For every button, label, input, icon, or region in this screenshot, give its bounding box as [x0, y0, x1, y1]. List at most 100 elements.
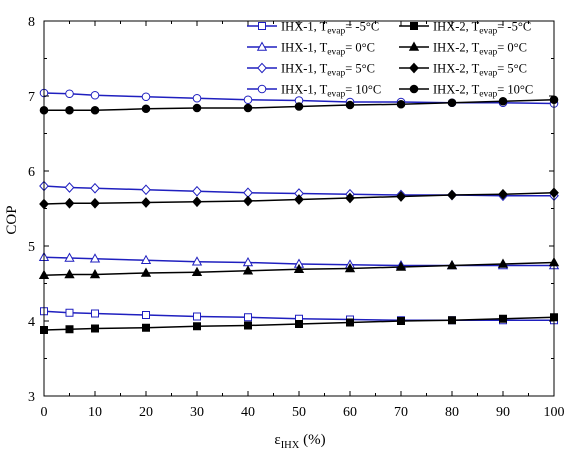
data-point	[90, 105, 100, 115]
x-tick-label: 80	[445, 405, 459, 420]
x-tick-label: 40	[241, 405, 255, 420]
legend-label-sub: evap	[479, 27, 497, 37]
legend-label: IHX-2, Tevap= 5°C	[433, 62, 527, 79]
data-point	[192, 103, 202, 113]
data-point	[142, 323, 150, 332]
data-point	[64, 268, 75, 279]
data-point	[294, 194, 304, 205]
data-point	[243, 103, 253, 113]
y-tick-label: 4	[28, 315, 35, 330]
legend-label-pre: IHX-2, T	[433, 41, 480, 55]
plot-area	[38, 88, 560, 334]
tick-labels: 0 10 20 30 40 50 60 70 80 90 100 3 4 5 6 7 8	[28, 15, 565, 420]
data-point	[499, 314, 507, 323]
legend-label-pre: IHX-1, T	[281, 20, 328, 34]
data-point	[90, 90, 100, 100]
x-axis-title-main: ε	[274, 432, 280, 448]
x-tick-label: 60	[343, 405, 357, 420]
y-tick-label: 8	[28, 15, 35, 30]
legend-label-sub: evap	[479, 90, 497, 100]
legend-label-sub: evap	[479, 48, 497, 58]
data-point	[397, 317, 405, 325]
data-point	[140, 254, 152, 264]
data-point	[91, 324, 99, 333]
series-8	[39, 95, 559, 115]
plot-frame	[43, 20, 555, 397]
data-point	[243, 195, 253, 207]
data-point	[141, 104, 151, 114]
legend-label-post: = 0°C	[497, 41, 527, 55]
data-point	[345, 100, 355, 110]
legend-label-pre: IHX-1, T	[281, 41, 328, 55]
data-point	[90, 197, 100, 209]
data-point	[346, 318, 354, 327]
legend-label-post: = 5°C	[497, 62, 527, 76]
legend-marker	[408, 41, 420, 51]
legend-label: IHX-2, Tevap= -5°C	[433, 20, 531, 37]
data-point	[396, 99, 406, 109]
legend-label-pre: IHX-1, T	[281, 83, 328, 97]
series-line	[43, 261, 555, 277]
legend-label: IHX-1, Tevap= 0°C	[281, 41, 375, 58]
series-6	[39, 187, 559, 210]
y-tick-label: 6	[28, 165, 35, 180]
data-point	[497, 258, 509, 268]
data-point	[141, 92, 151, 102]
data-point	[64, 197, 75, 209]
legend-label-pre: IHX-2, T	[433, 20, 480, 34]
data-point	[140, 267, 152, 277]
legend-marker	[409, 62, 419, 74]
data-point	[243, 95, 253, 105]
data-point	[448, 316, 456, 325]
legend-label-post: = 0°C	[345, 41, 375, 55]
legend-item-5: IHX-1, Tevap= 5°C	[247, 62, 375, 79]
x-axis-title-suffix: (%)	[299, 432, 325, 448]
x-tick-label: 10	[88, 405, 102, 420]
data-point	[141, 197, 151, 208]
legend-label: IHX-2, Tevap= 0°C	[433, 41, 527, 58]
data-point	[64, 182, 75, 193]
data-point	[192, 185, 202, 197]
legend-item-1: IHX-1, Tevap= -5°C	[247, 20, 379, 37]
data-point	[89, 268, 101, 279]
x-axis-title-sub: IHX	[281, 440, 300, 451]
data-point	[498, 188, 508, 200]
legend-label-pre: IHX-1, T	[281, 62, 328, 76]
data-point	[192, 93, 202, 103]
legend-marker	[256, 41, 268, 51]
legend-marker	[257, 84, 267, 94]
data-point	[141, 184, 151, 196]
legend-label: IHX-2, Tevap= 10°C	[433, 83, 533, 100]
legend-marker	[257, 62, 267, 74]
legend: IHX-1, Tevap= -5°C IHX-2, Tevap= -5°CIHX-…	[247, 20, 533, 100]
legend-label: IHX-1, Tevap= 10°C	[281, 83, 381, 100]
x-tick-label: 30	[190, 405, 204, 420]
data-point	[89, 253, 101, 263]
data-point	[65, 308, 74, 317]
x-tick-label: 0	[41, 405, 48, 420]
data-point	[91, 309, 99, 318]
data-point	[64, 252, 75, 262]
legend-item-3: IHX-1, Tevap= 0°C	[247, 41, 375, 58]
data-point	[65, 325, 74, 334]
data-point	[447, 189, 457, 201]
legend-label: IHX-1, Tevap= 5°C	[281, 62, 375, 79]
data-point	[191, 256, 203, 266]
data-point	[498, 96, 508, 106]
legend-label-post: = -5°C	[345, 20, 379, 34]
legend-item-4: IHX-2, Tevap= 0°C	[399, 41, 527, 58]
legend-label-pre: IHX-2, T	[433, 62, 480, 76]
legend-label-sub: evap	[327, 48, 345, 58]
legend-label: IHX-1, Tevap= -5°C	[281, 20, 379, 37]
legend-item-6: IHX-2, Tevap= 5°C	[399, 62, 527, 79]
legend-marker	[258, 22, 266, 30]
legend-label-sub: evap	[479, 69, 497, 79]
y-tick-label: 3	[28, 390, 35, 405]
legend-label-post: = -5°C	[497, 20, 531, 34]
legend-label-pre: IHX-2, T	[433, 83, 480, 97]
data-point	[446, 259, 458, 270]
data-point	[242, 265, 254, 275]
legend-label-post: = 5°C	[345, 62, 375, 76]
data-point	[191, 266, 203, 276]
